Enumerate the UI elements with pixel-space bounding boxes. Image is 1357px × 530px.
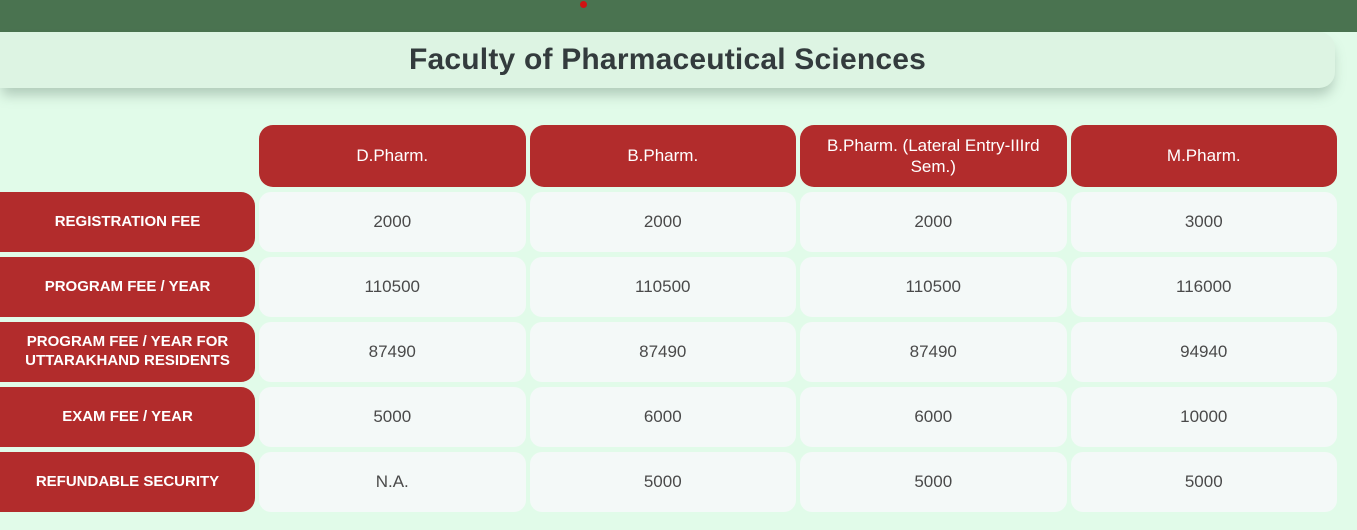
table-cell: 10000 [1070, 387, 1337, 447]
table-cell: 87490 [529, 322, 796, 382]
fee-table: D.Pharm. B.Pharm. B.Pharm. (Lateral Entr… [0, 125, 1337, 512]
table-cell: 87490 [259, 322, 526, 382]
table-corner-spacer [0, 125, 255, 187]
column-header-bpharm-lateral: B.Pharm. (Lateral Entry-IIIrd Sem.) [800, 125, 1067, 187]
table-cell: 2000 [800, 192, 1067, 252]
row-label-exam-fee: EXAM FEE / YEAR [0, 387, 255, 447]
table-cell: 87490 [800, 322, 1067, 382]
row-label-registration-fee: REGISTRATION FEE [0, 192, 255, 252]
row-label-refundable-security: REFUNDABLE SECURITY [0, 452, 255, 512]
table-cell: 2000 [259, 192, 526, 252]
red-dot-indicator [580, 1, 587, 8]
page-title: Faculty of Pharmaceutical Sciences [408, 43, 927, 76]
table-cell: 5000 [1070, 452, 1337, 512]
column-header-dpharm: D.Pharm. [259, 125, 526, 187]
row-label-program-fee: PROGRAM FEE / YEAR [0, 257, 255, 317]
table-cell: 110500 [800, 257, 1067, 317]
table-cell: 3000 [1070, 192, 1337, 252]
column-header-mpharm: M.Pharm. [1070, 125, 1337, 187]
table-cell: 5000 [259, 387, 526, 447]
table-cell: 6000 [800, 387, 1067, 447]
top-bar [0, 0, 1357, 32]
table-cell: 116000 [1070, 257, 1337, 317]
table-cell: 6000 [529, 387, 796, 447]
title-banner: Faculty of Pharmaceutical Sciences [0, 32, 1335, 88]
table-cell: 2000 [529, 192, 796, 252]
table-cell: 110500 [529, 257, 796, 317]
table-cell: 110500 [259, 257, 526, 317]
table-cell: 5000 [529, 452, 796, 512]
row-label-program-fee-uttarakhand: PROGRAM FEE / YEAR FOR UTTARAKHAND RESID… [0, 322, 255, 382]
table-cell: 94940 [1070, 322, 1337, 382]
column-header-bpharm: B.Pharm. [529, 125, 796, 187]
table-cell: N.A. [259, 452, 526, 512]
table-cell: 5000 [800, 452, 1067, 512]
